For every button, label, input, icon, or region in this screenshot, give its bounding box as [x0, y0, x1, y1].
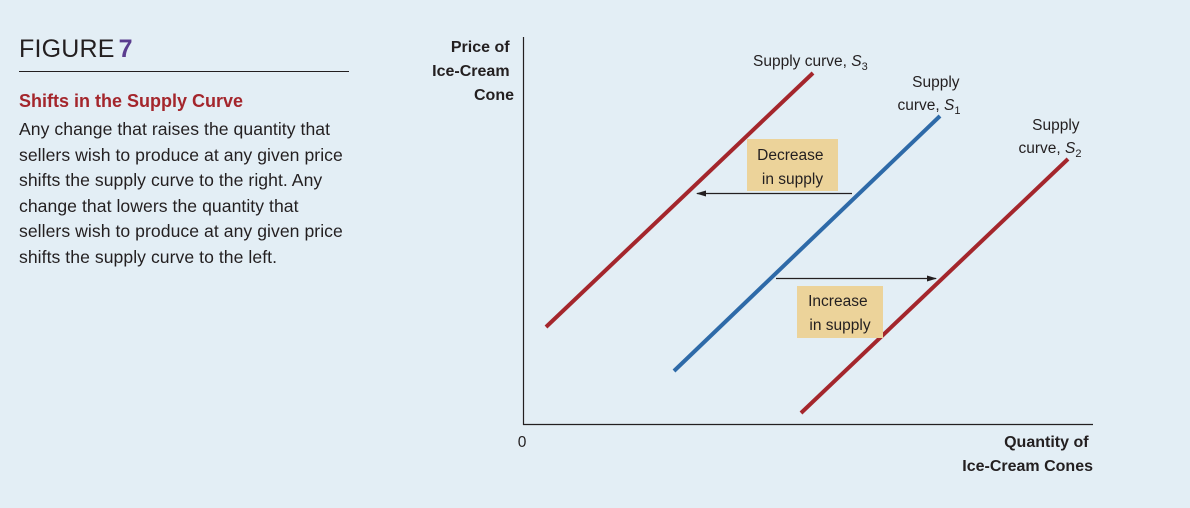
- supply-curve-s2: [799, 157, 1070, 415]
- decrease-in-supply-label: Decrease in supply: [757, 147, 828, 188]
- figure-label: FIGURE: [19, 35, 115, 63]
- supply-curve-s1-label: Supply curve, S1: [898, 74, 964, 117]
- decrease-in-supply-box: [747, 139, 838, 191]
- supply-curve-s1: [672, 114, 942, 373]
- figure-subtitle: Shifts in the Supply Curve: [19, 91, 244, 111]
- increase-in-supply-label: Increase in supply: [808, 293, 872, 334]
- figure-caption: Any change that raises the quantity that…: [19, 119, 343, 267]
- figure-number: 7: [118, 35, 133, 63]
- y-axis-title: Price of Ice-Cream Cone: [432, 39, 514, 104]
- supply-curve-s2-label: Supply curve, S2: [1019, 117, 1084, 160]
- figure-title: FIGURE 7: [19, 34, 133, 64]
- supply-curve-s3-label: Supply curve, S3: [753, 53, 868, 73]
- origin-label: 0: [518, 434, 527, 451]
- supply-curve-s3: [544, 71, 815, 329]
- increase-in-supply-box: [797, 286, 883, 338]
- title-divider: [19, 71, 349, 72]
- figure-caption-panel: FIGURE 7 Shifts in the Supply Curve Any c…: [0, 0, 360, 508]
- x-axis-title: Quantity of Ice-Cream Cones: [962, 434, 1093, 475]
